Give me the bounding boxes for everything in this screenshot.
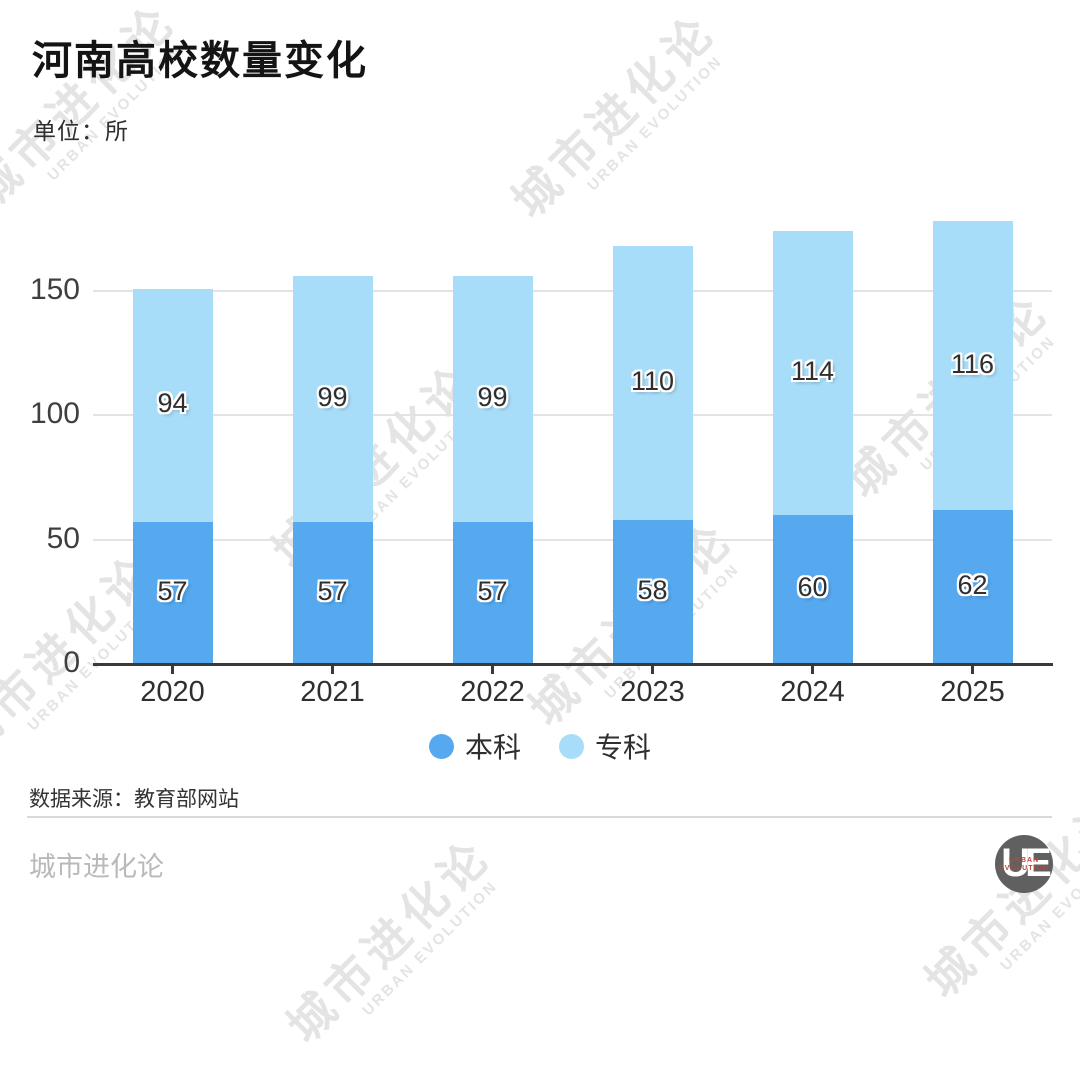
bar-value-label-本科-2020: 57: [157, 576, 188, 607]
legend-label-专科: 专科: [595, 732, 652, 763]
bar-value-label-本科-2022: 57: [477, 576, 508, 607]
bar-value-label-专科-2025: 116: [950, 348, 995, 379]
legend-dot-专科: [559, 733, 584, 759]
gridline-100: [93, 414, 1052, 417]
x-axis-label-2020: 2020: [140, 676, 205, 708]
x-axis-tick-2021: [331, 665, 334, 674]
legend-label-本科: 本科: [464, 732, 521, 763]
x-axis-label-2021: 2021: [300, 676, 365, 708]
x-axis-tick-2025: [971, 665, 974, 674]
bar-segment-本科-2020: 57: [132, 522, 213, 664]
urban-evolution-logo: UE URBAN EVOLUTION: [995, 835, 1053, 893]
bar-value-label-专科-2021: 99: [317, 382, 348, 413]
bar-segment-专科-2024: 114: [772, 231, 853, 515]
x-axis-label-2025: 2025: [940, 676, 1005, 708]
x-axis-label-2024: 2024: [780, 676, 845, 708]
chart-legend: 本科 专科: [0, 726, 1080, 766]
bar-segment-专科-2021: 99: [292, 276, 373, 523]
y-axis-tick-label: 50: [46, 521, 80, 555]
watermark-en: URBAN EVOLUTION: [359, 877, 501, 1020]
x-axis-tick-2020: [171, 665, 174, 674]
x-axis-tick-2023: [651, 665, 654, 674]
bar-segment-本科-2023: 58: [612, 519, 693, 664]
watermark-cn: 城市进化论: [277, 828, 502, 1053]
bar-segment-本科-2024: 60: [772, 514, 853, 664]
bar-segment-专科-2025: 116: [932, 221, 1013, 510]
unit-label: 单位：所: [33, 118, 129, 144]
brand-name: 城市进化论: [29, 852, 164, 882]
legend-item-专科: 专科: [559, 726, 651, 766]
gridline-150: [93, 290, 1052, 292]
bar-segment-专科-2022: 99: [452, 276, 533, 523]
chart-title: 河南高校数量变化: [32, 39, 368, 83]
y-axis-tick-label: 150: [29, 273, 80, 306]
bar-value-label-本科-2021: 57: [317, 576, 348, 607]
bar-value-label-专科-2024: 114: [790, 356, 835, 387]
bar-value-label-本科-2023: 58: [637, 574, 668, 605]
x-axis-tick-2022: [491, 665, 494, 674]
watermark-en: URBAN EVOLUTION: [584, 52, 726, 195]
x-axis-label-2023: 2023: [620, 676, 685, 708]
x-axis-tick-2024: [811, 665, 814, 674]
watermark-cn: 城市进化论: [502, 3, 727, 228]
x-axis-label-2022: 2022: [460, 676, 525, 708]
gridline-50: [93, 538, 1052, 541]
bar-value-label-专科-2023: 110: [630, 366, 675, 396]
legend-dot-本科: [428, 733, 454, 759]
x-axis-line: [93, 662, 1053, 666]
legend-item-本科: 本科: [428, 726, 521, 766]
footer-divider: [27, 816, 1052, 818]
bar-value-label-专科-2022: 99: [477, 382, 508, 413]
bar-segment-本科-2025: 62: [932, 509, 1013, 664]
bar-segment-本科-2022: 57: [452, 522, 533, 664]
bar-value-label-本科-2024: 60: [797, 572, 828, 603]
bar-value-label-本科-2025: 62: [957, 569, 988, 600]
data-source-note: 数据来源：教育部网站: [29, 788, 239, 811]
bar-segment-专科-2023: 110: [612, 246, 693, 520]
y-axis-tick-label: 100: [29, 397, 80, 431]
bar-value-label-专科-2020: 94: [157, 388, 188, 419]
bar-segment-本科-2021: 57: [292, 522, 373, 664]
bar-segment-专科-2020: 94: [132, 288, 213, 523]
logo-monogram: UE: [1001, 841, 1052, 885]
logo-subtext: URBAN EVOLUTION: [999, 857, 1049, 873]
y-axis-tick-label: 0: [63, 646, 80, 679]
